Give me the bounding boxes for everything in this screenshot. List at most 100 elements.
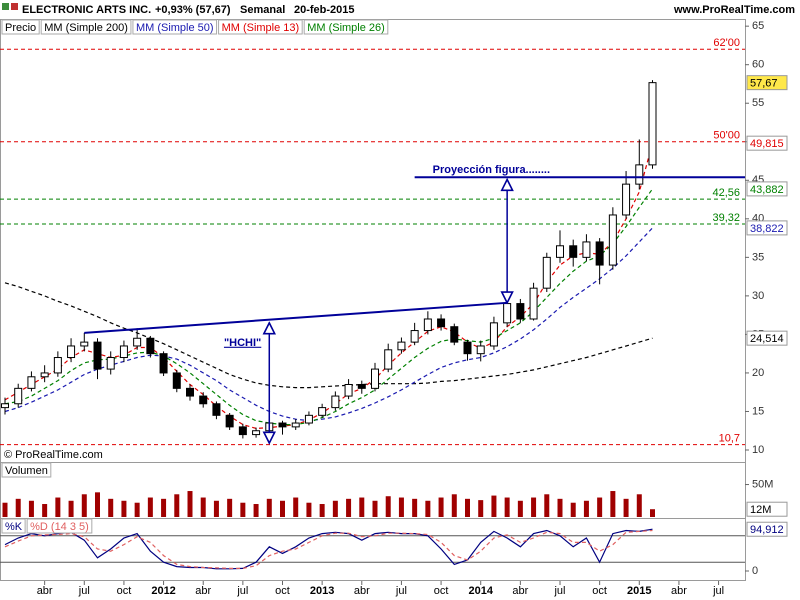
x-tick-label: abr (671, 585, 687, 597)
value-tag: 43,882 (750, 184, 784, 196)
volume-bar (266, 498, 272, 517)
x-tick-label: oct (275, 585, 290, 597)
volume-bar (213, 500, 219, 517)
volume-bar (253, 504, 259, 517)
volume-bar (42, 504, 48, 517)
candle-body (80, 341, 89, 347)
volume-bar (121, 500, 127, 517)
volume-bar (491, 495, 497, 517)
candle-body (357, 383, 366, 389)
candle-body (437, 318, 446, 328)
series-line (4, 282, 653, 389)
y-tick-label: 55 (752, 97, 764, 109)
x-tick-label: jul (395, 585, 407, 597)
volume-bar (517, 500, 523, 517)
series-line (4, 529, 653, 569)
candle-body (146, 337, 155, 355)
volume-bar (425, 500, 431, 517)
candle-body (252, 430, 261, 436)
volume-bar (557, 498, 563, 517)
stock-title: ELECTRONIC ARTS INC. (22, 4, 151, 16)
level-label: 50'00 (713, 130, 740, 142)
y-tick-label: 30 (752, 290, 764, 302)
y-tick-label: 10 (752, 444, 764, 456)
volume-bar (583, 500, 589, 517)
legend-box (218, 19, 303, 35)
candle-body (53, 357, 62, 374)
candle-body (93, 341, 102, 370)
value-tag-box (746, 75, 788, 91)
y-tick-label: 35 (752, 251, 764, 263)
volume-bar (531, 497, 537, 517)
volume-bar (504, 497, 510, 517)
candle-body (331, 395, 340, 409)
volume-bar (161, 498, 167, 517)
volume-bar (570, 502, 576, 517)
value-tag-box (746, 501, 788, 517)
candle-body (212, 403, 221, 416)
value-tag-box (746, 135, 788, 151)
volume-bar (28, 500, 34, 517)
x-tick-label: oct (434, 585, 449, 597)
x-tick-label: abr (37, 585, 53, 597)
candle-body (238, 426, 247, 436)
candle-body (556, 245, 564, 258)
candle-body (503, 303, 512, 324)
volume-bar (200, 497, 206, 517)
series-line (4, 227, 653, 422)
candle-body (106, 357, 115, 370)
candle-body (1, 403, 9, 409)
x-tick-label: 2013 (310, 585, 334, 597)
legend-box (1, 462, 52, 478)
volume-bar (280, 500, 285, 517)
candle-body (582, 241, 591, 258)
value-tag: 94,912 (750, 524, 784, 536)
x-tick-label: jul (553, 585, 565, 597)
site: www.ProRealTime.com (673, 4, 795, 16)
y-tick-label: 65 (752, 20, 764, 32)
candle-body (542, 256, 551, 289)
icon (2, 3, 9, 10)
volume-bar (478, 500, 484, 517)
period: Semanal (240, 4, 285, 16)
legend-box (40, 19, 132, 35)
candle-body (529, 287, 538, 320)
projection-label: Proyección figura........ (433, 164, 550, 176)
candle-body (199, 395, 208, 405)
header: ELECTRONIC ARTS INC. +0,93% (57,67) Sema… (2, 3, 795, 16)
x-tick-label: oct (117, 585, 132, 597)
candle-body (595, 241, 604, 266)
y-tick-label: 0 (752, 565, 758, 577)
volume-bar (385, 496, 391, 517)
candle-body (186, 387, 194, 397)
volume-bar (650, 509, 655, 517)
legend-box (132, 19, 218, 35)
volume-bar (2, 502, 8, 517)
volume-bar (81, 494, 87, 517)
candle-body (450, 326, 459, 343)
legend-label: Precio (5, 22, 36, 34)
volume-bar (293, 497, 299, 517)
volume-bar (636, 494, 642, 517)
volume-bar (187, 491, 193, 517)
candle-body (172, 372, 181, 389)
legend-label: MM (Simple 26) (307, 22, 385, 34)
y-tick-label: 60 (752, 59, 764, 71)
x-tick-label: jul (78, 585, 90, 597)
candle-body (635, 164, 644, 185)
candle-body (159, 353, 168, 374)
volume-bar (134, 502, 140, 517)
legend-label: MM (Simple 50) (136, 22, 214, 34)
legend-label: MM (Simple 200) (44, 22, 128, 34)
volume-bar (451, 494, 457, 517)
legend-box (26, 518, 93, 534)
legend-label: %D (14 3 5) (30, 521, 89, 533)
candle-body (516, 303, 525, 320)
candle-body (397, 341, 406, 351)
legend-box (1, 518, 26, 534)
arrow-label: "HCHI" (224, 337, 261, 349)
volume-bar (306, 502, 312, 517)
candle-body (14, 387, 23, 405)
volume-bar (95, 492, 100, 517)
candle-body (278, 422, 287, 428)
